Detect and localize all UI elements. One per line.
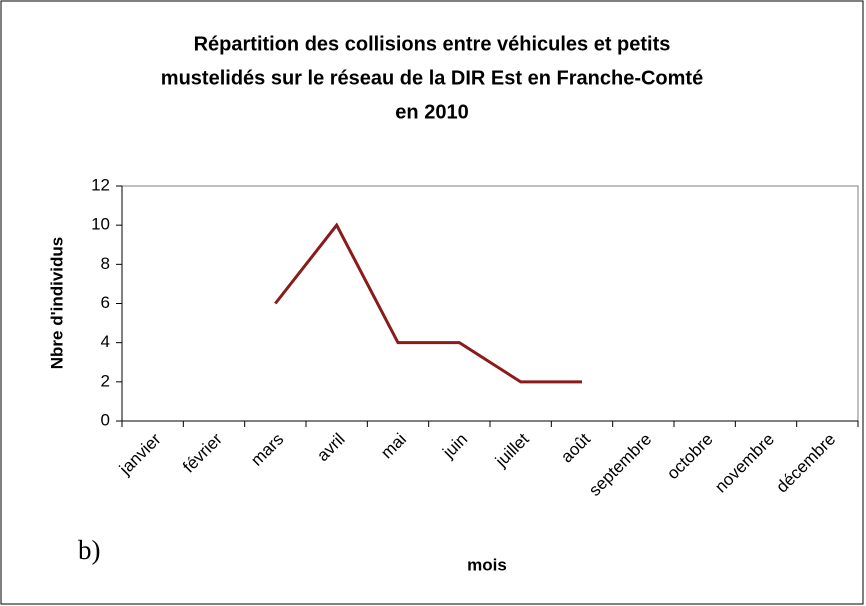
- chart-title: en 2010: [395, 101, 468, 123]
- x-axis-title: mois: [467, 555, 507, 574]
- y-tick-label: 12: [91, 175, 110, 194]
- annotation: b): [78, 535, 101, 565]
- y-tick-label: 10: [91, 215, 110, 234]
- chart-title: mustelidés sur le réseau de la DIR Est e…: [161, 67, 703, 89]
- y-tick-label: 6: [101, 293, 110, 312]
- y-tick-label: 2: [101, 371, 110, 390]
- data-line: [274, 222, 582, 384]
- y-tick-label: 4: [101, 332, 110, 351]
- y-axis-title: Nbre d'individus: [47, 237, 66, 370]
- y-tick-label: 0: [101, 410, 110, 429]
- y-tick-label: 8: [101, 254, 110, 273]
- chart-title: Répartition des collisions entre véhicul…: [194, 33, 671, 55]
